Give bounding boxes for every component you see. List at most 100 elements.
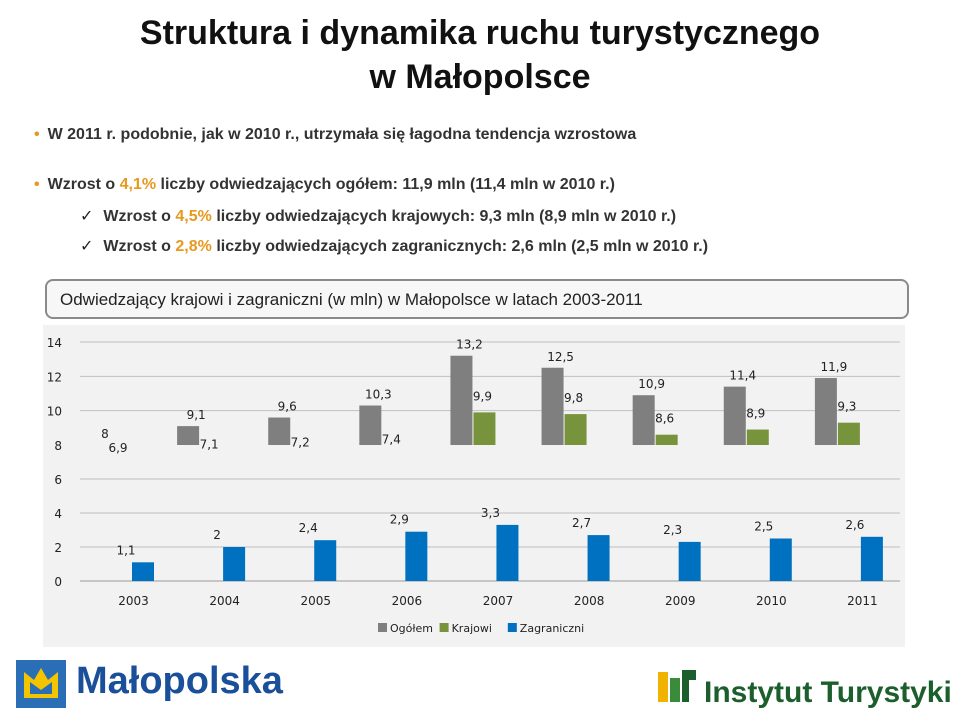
- bar-krajowi: [564, 414, 587, 445]
- x-tick-label: 2007: [483, 594, 514, 608]
- bullet-percent: 4,5%: [175, 208, 212, 225]
- bar-zagraniczni: [405, 531, 428, 581]
- data-label: 9,9: [473, 389, 492, 403]
- bar-zagraniczni: [132, 562, 154, 581]
- bullet-item: ✓ Wzrost o 4,5% liczby odwiedzających kra…: [80, 206, 676, 226]
- bar-zagraniczni: [678, 541, 701, 581]
- data-label: 11,9: [821, 360, 848, 374]
- data-label: 1,1: [116, 543, 135, 557]
- x-tick-label: 2009: [665, 594, 696, 608]
- data-label: 7,1: [200, 437, 219, 451]
- y-tick-label: 6: [54, 473, 62, 487]
- data-label: 7,4: [382, 432, 401, 446]
- bullet-text: Wzrost o: [103, 208, 176, 225]
- x-tick-label: 2005: [301, 594, 332, 608]
- legend-label: Ogółem: [390, 622, 433, 635]
- legend-swatch: [507, 623, 517, 632]
- legend-label: Zagraniczni: [520, 622, 584, 635]
- bullet-percent: 2,8%: [175, 238, 212, 255]
- malopolska-logo-text: Małopolska: [76, 660, 283, 702]
- bullet-percent: 4,1%: [119, 176, 157, 193]
- data-label: 2,7: [572, 516, 591, 530]
- malopolska-logo-icon: [16, 660, 66, 708]
- data-label: 2,5: [754, 520, 773, 534]
- bullet-marker: •: [34, 126, 40, 143]
- bullet-text: liczby odwiedzających ogółem: 11,9 mln (…: [156, 176, 615, 193]
- bar-ogółem: [541, 367, 564, 445]
- data-label: 10,3: [365, 388, 392, 402]
- data-label: 8: [101, 427, 109, 441]
- page-title-line1: Struktura i dynamika ruchu turystycznego: [139, 14, 821, 52]
- bar-ogółem: [632, 395, 655, 445]
- bullet-text: liczby odwiedzających krajowych: 9,3 mln…: [211, 208, 677, 225]
- legend-swatch: [378, 623, 387, 632]
- check-icon: ✓: [80, 208, 94, 225]
- data-label: 2,6: [845, 518, 864, 532]
- y-tick-label: 14: [47, 336, 62, 350]
- x-tick-label: 2003: [118, 594, 149, 608]
- data-label: 8,6: [655, 412, 674, 426]
- bar-zagraniczni: [860, 536, 883, 581]
- page-title-line2: w Małopolsce: [369, 58, 591, 96]
- bar-zagraniczni: [496, 524, 519, 581]
- data-label: 10,9: [638, 377, 665, 391]
- bar-ogółem: [450, 355, 473, 445]
- data-label: 11,4: [729, 369, 756, 383]
- bar-zagraniczni: [314, 540, 337, 581]
- plot-area: [43, 325, 905, 647]
- chart-title: Odwiedzający krajowi i zagraniczni (w ml…: [60, 290, 643, 309]
- bar-krajowi: [655, 434, 678, 445]
- bullet-text: W 2011 r. podobnie, jak w 2010 r., utrzy…: [47, 126, 637, 143]
- y-tick-label: 10: [47, 405, 62, 419]
- bar-zagraniczni: [769, 538, 792, 581]
- x-tick-label: 2011: [847, 594, 878, 608]
- data-label: 12,5: [547, 350, 574, 364]
- bullet-item: ✓ Wzrost o 2,8% liczby odwiedzających zag…: [80, 236, 708, 256]
- bar-krajowi: [746, 429, 769, 445]
- bullet-text: Wzrost o: [103, 238, 176, 255]
- bullet-item: • Wzrost o 4,1% liczby odwiedzających ogó…: [34, 176, 615, 194]
- bar-ogółem: [268, 417, 291, 445]
- bar-krajowi: [473, 412, 496, 445]
- data-label: 2,4: [299, 521, 318, 535]
- bar-zagraniczni: [223, 547, 246, 581]
- data-label: 9,8: [564, 391, 583, 405]
- instytut-turystyki-logo-icon: [656, 668, 698, 706]
- legend-label: Krajowi: [452, 622, 492, 635]
- data-label: 9,1: [187, 408, 206, 422]
- y-tick-label: 8: [54, 439, 62, 453]
- chart-title-box: Odwiedzający krajowi i zagraniczni (w ml…: [45, 279, 909, 319]
- bullet-item: • W 2011 r. podobnie, jak w 2010 r., utrz…: [34, 126, 636, 144]
- data-label: 7,2: [291, 436, 310, 450]
- bar-ogółem: [814, 378, 837, 445]
- bar-ogółem: [723, 386, 746, 445]
- data-label: 9,6: [278, 400, 297, 414]
- x-tick-label: 2004: [209, 594, 240, 608]
- x-tick-label: 2010: [756, 594, 787, 608]
- legend-swatch: [439, 623, 449, 632]
- bullet-text: liczby odwiedzających zagranicznych: 2,6…: [211, 238, 709, 255]
- bullet-text: Wzrost o: [47, 176, 120, 193]
- data-label: 13,2: [456, 338, 483, 352]
- bar-krajowi: [837, 422, 860, 445]
- bar-ogółem: [359, 405, 382, 445]
- y-tick-label: 4: [54, 507, 62, 521]
- y-tick-label: 2: [54, 541, 62, 555]
- data-label: 3,3: [481, 506, 500, 520]
- data-label: 2,9: [390, 513, 409, 527]
- check-icon: ✓: [80, 238, 94, 255]
- y-tick-label: 12: [47, 370, 62, 384]
- data-label: 2,3: [663, 523, 682, 537]
- bar-ogółem: [177, 426, 200, 445]
- x-tick-label: 2006: [392, 594, 423, 608]
- y-tick-label: 0: [54, 575, 62, 589]
- data-label: 9,3: [837, 400, 856, 414]
- data-label: 8,9: [746, 407, 765, 421]
- x-tick-label: 2008: [574, 594, 605, 608]
- data-label: 2: [213, 528, 221, 542]
- instytut-turystyki-logo-text: Instytut Turystyki: [704, 676, 952, 709]
- bullet-marker: •: [34, 176, 40, 193]
- data-label: 6,9: [108, 441, 127, 455]
- bar-zagraniczni: [587, 535, 610, 581]
